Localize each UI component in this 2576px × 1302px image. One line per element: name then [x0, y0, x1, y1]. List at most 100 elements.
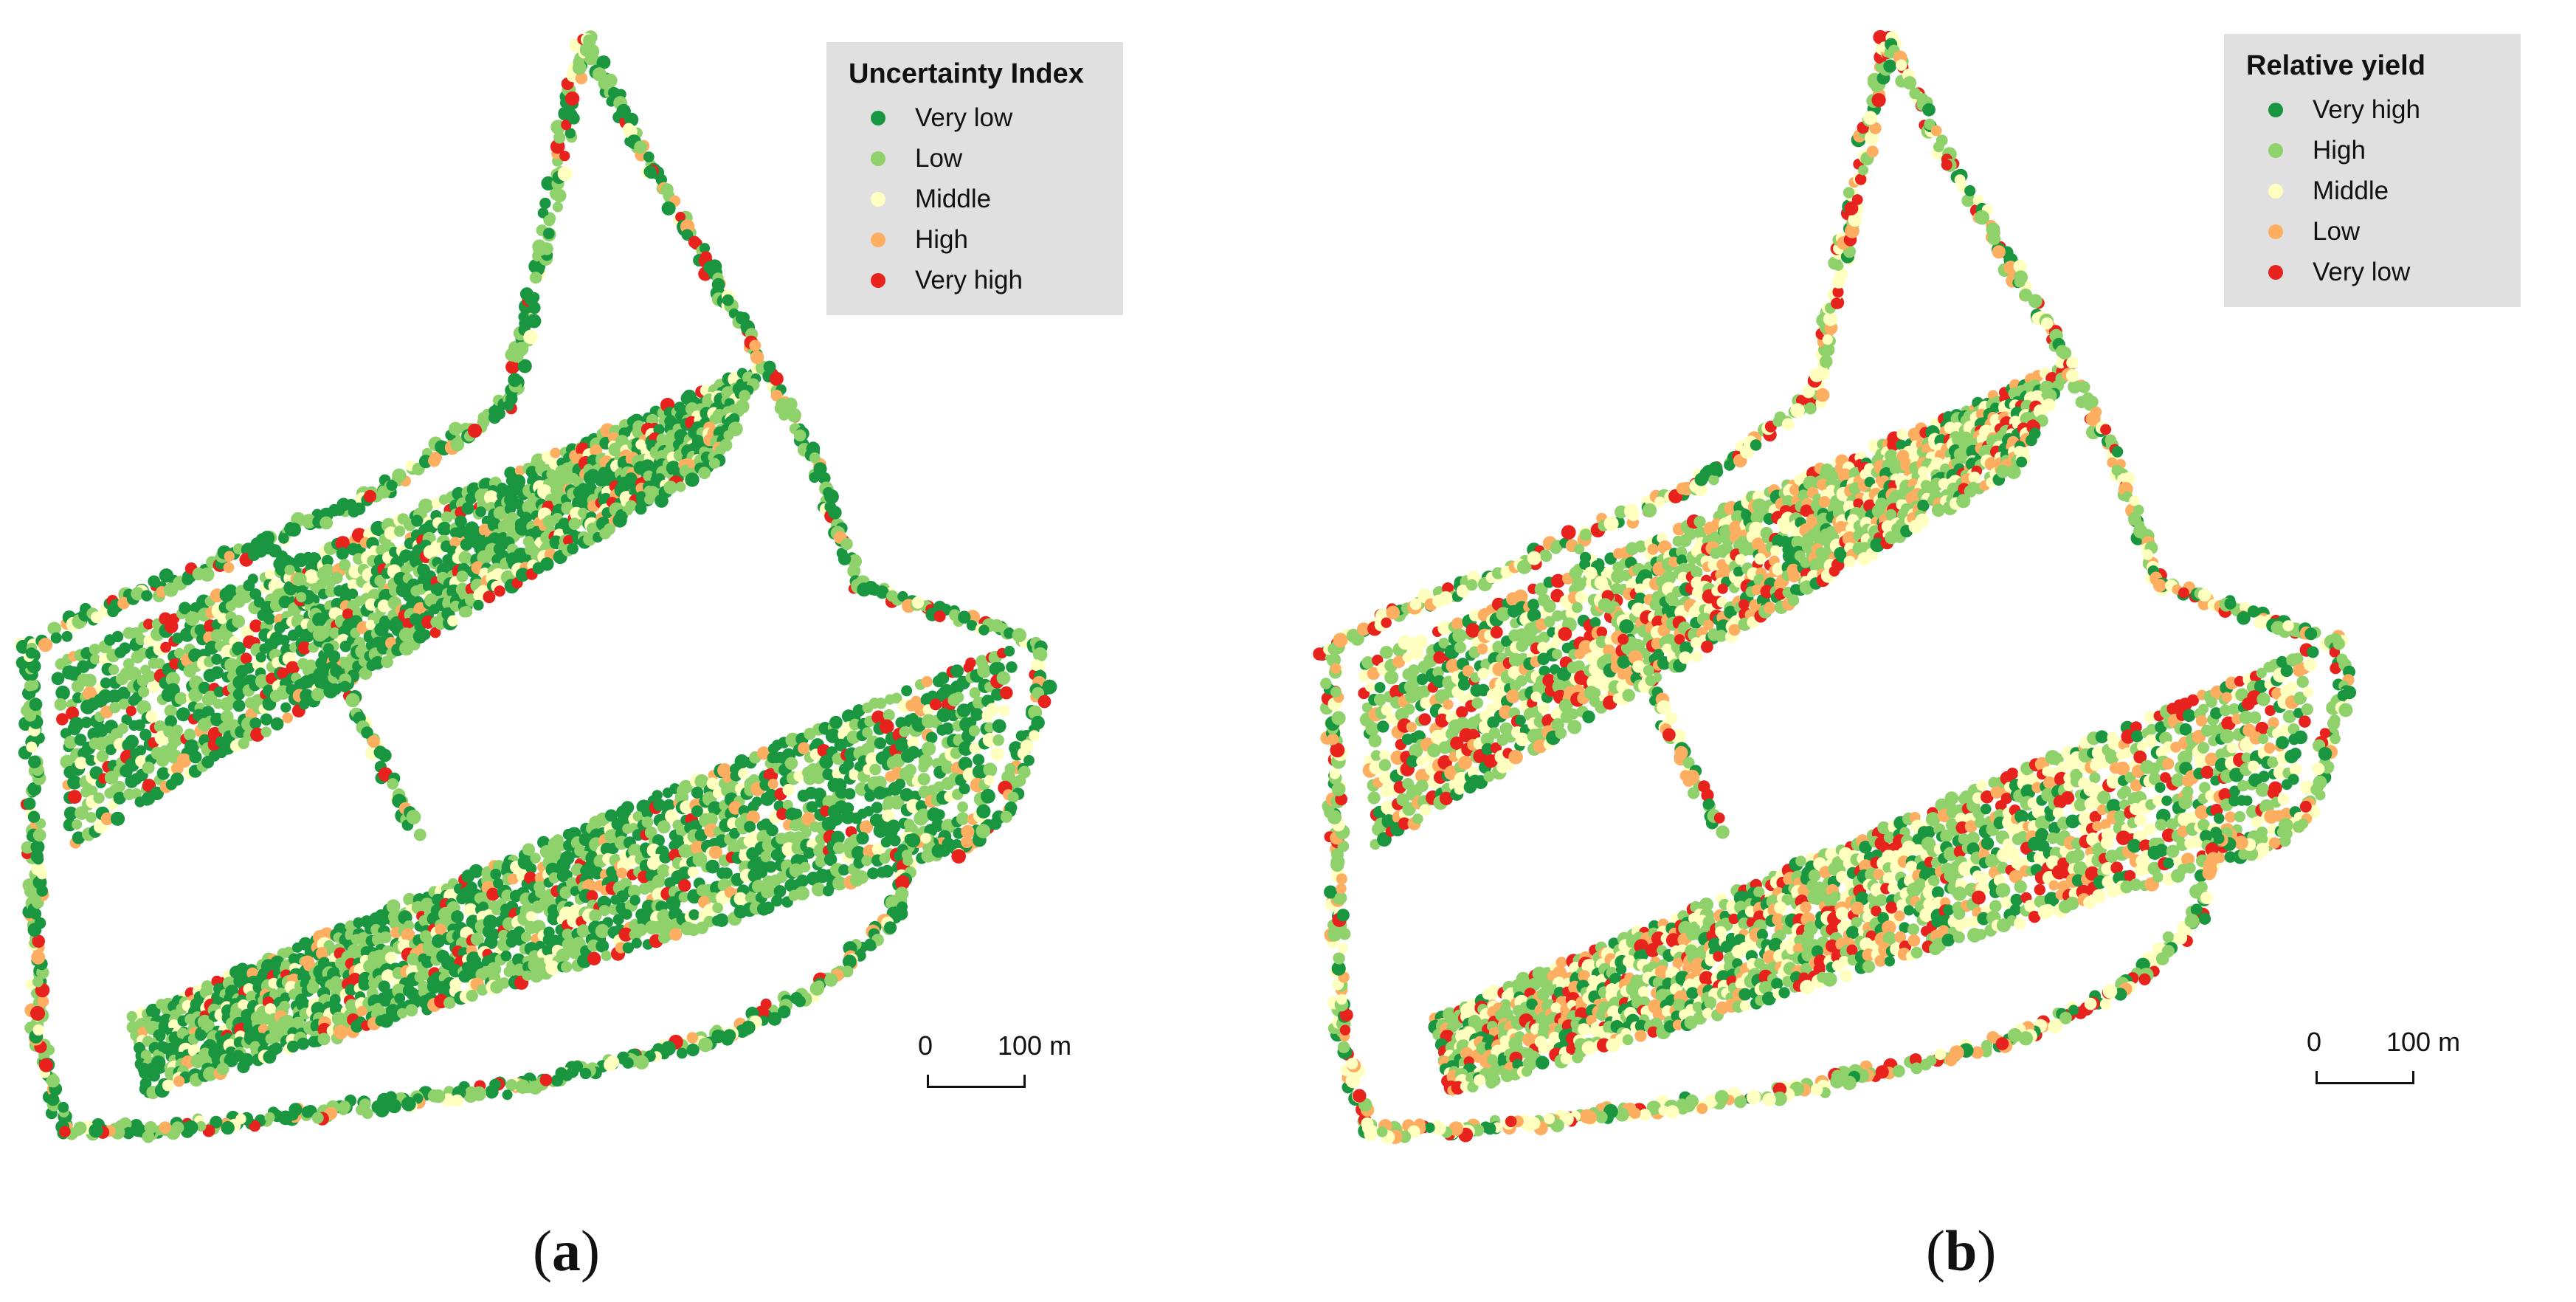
yield-point [1634, 592, 1646, 605]
yield-point [30, 840, 45, 854]
yield-point [514, 498, 525, 510]
yield-point [364, 489, 376, 503]
yield-point [160, 641, 172, 653]
yield-point [1544, 616, 1555, 628]
yield-point [564, 128, 576, 139]
yield-point [1412, 813, 1423, 824]
yield-point [111, 630, 124, 643]
yield-point [1990, 402, 2000, 413]
yield-point [575, 72, 588, 85]
yield-point [467, 423, 483, 438]
yield-point [89, 644, 101, 655]
yield-point [652, 790, 663, 801]
yield-point [1611, 570, 1625, 584]
yield-point [880, 864, 894, 878]
yield-point [735, 1024, 750, 1038]
yield-point [384, 951, 397, 964]
yield-point [950, 664, 964, 678]
yield-point [973, 754, 985, 766]
yield-point [559, 886, 573, 899]
yield-point [918, 754, 933, 768]
yield-point [598, 76, 612, 90]
yield-point [270, 717, 284, 731]
yield-point [505, 359, 520, 374]
yield-point [264, 1112, 275, 1123]
yield-point [131, 587, 145, 601]
yield-point [951, 849, 966, 864]
yield-point [869, 763, 882, 776]
yield-point [491, 905, 502, 915]
yield-point [958, 757, 973, 771]
yield-point [413, 828, 427, 841]
yield-point [688, 909, 700, 920]
yield-point [117, 686, 131, 700]
yield-point [959, 783, 970, 795]
yield-point [978, 624, 990, 636]
yield-point [866, 582, 879, 596]
yield-point [121, 714, 132, 726]
yield-point [1361, 656, 1375, 669]
yield-point [1364, 681, 1376, 692]
yield-point [579, 1067, 592, 1080]
legend-item: High [849, 219, 1101, 260]
yield-point [298, 937, 312, 951]
yield-point [1374, 693, 1387, 706]
yield-point [728, 413, 740, 425]
yield-point [1443, 699, 1454, 710]
yield-point [1843, 555, 1856, 568]
yield-point [1537, 702, 1550, 714]
yield-point [232, 675, 247, 690]
yield-point [616, 867, 628, 879]
yield-point [24, 709, 37, 722]
yield-point [699, 243, 711, 254]
yield-point [182, 574, 194, 585]
yield-point [278, 533, 289, 544]
yield-point [170, 772, 184, 786]
yield-point [529, 272, 542, 284]
yield-point [704, 812, 718, 827]
yield-point [984, 775, 995, 786]
yield-point [958, 741, 973, 756]
yield-point [812, 882, 826, 897]
yield-point [562, 929, 573, 940]
yield-point [917, 773, 930, 786]
yield-point [847, 554, 862, 569]
yield-point [542, 944, 553, 957]
yield-point [708, 259, 722, 274]
yield-point [861, 855, 873, 867]
yield-point [184, 739, 199, 754]
yield-point [403, 892, 416, 906]
yield-point [394, 526, 406, 537]
yield-point [211, 653, 223, 665]
yield-point [83, 673, 97, 688]
yield-point [401, 1096, 416, 1112]
yield-point [159, 1121, 171, 1134]
yield-point [72, 819, 83, 830]
yield-point [46, 1093, 60, 1106]
yield-point [418, 498, 433, 514]
yield-point [333, 1024, 348, 1040]
yield-point [29, 892, 41, 906]
yield-point [461, 962, 473, 973]
yield-point [1693, 515, 1706, 528]
yield-point [1030, 659, 1043, 672]
yield-point [982, 732, 997, 748]
yield-point [663, 799, 675, 811]
yield-point [156, 767, 170, 780]
yield-point [863, 806, 874, 817]
yield-point [347, 588, 359, 599]
yield-point [321, 563, 334, 576]
yield-point [378, 980, 390, 993]
yield-point [1551, 574, 1565, 588]
yield-point [74, 734, 87, 746]
yield-point [936, 672, 950, 685]
yield-point [130, 1119, 143, 1132]
yield-point [746, 810, 760, 824]
yield-point [676, 1047, 688, 1059]
yield-point [686, 1032, 698, 1044]
yield-point [203, 1067, 218, 1081]
yield-point [750, 350, 764, 365]
yield-point [1717, 583, 1728, 594]
yield-point [280, 992, 291, 1003]
yield-point [961, 836, 973, 849]
